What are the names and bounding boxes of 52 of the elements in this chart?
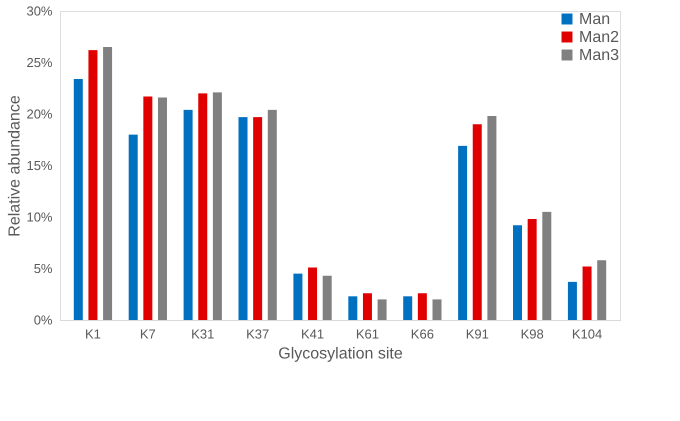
x-tick-label: K61 [356, 326, 380, 342]
x-axis-title: Glycosylation site [278, 346, 403, 362]
bar [458, 146, 468, 320]
x-tick-label: K98 [520, 326, 544, 342]
bar [198, 93, 208, 320]
bar [418, 293, 427, 320]
bar [128, 134, 138, 320]
legend-label: Man [579, 11, 610, 28]
bar [378, 299, 387, 320]
bar [582, 266, 592, 320]
bar [253, 117, 262, 320]
bar [74, 78, 83, 320]
legend-label: Man2 [579, 29, 620, 46]
bar [403, 296, 412, 320]
legend-label: Man3 [579, 47, 620, 64]
bar [184, 110, 193, 320]
bar [362, 293, 372, 320]
bar [158, 98, 167, 320]
y-tick-label: 15% [26, 158, 53, 173]
bar [432, 299, 442, 320]
x-tick-label: K7 [140, 326, 156, 342]
x-tick-label: K41 [300, 326, 324, 342]
bar [542, 212, 552, 320]
y-tick-label: 20% [26, 106, 53, 122]
bar [143, 96, 152, 320]
bar [212, 92, 222, 320]
bar [88, 50, 98, 320]
y-tick-label: 10% [26, 210, 53, 224]
bar [268, 110, 277, 320]
bar [487, 116, 496, 320]
x-tick-label: K31 [191, 326, 214, 342]
y-tick-label: 0% [34, 312, 53, 328]
bar [513, 225, 522, 320]
bar [308, 267, 318, 320]
x-tick-label: K66 [410, 326, 434, 342]
bar [322, 276, 332, 320]
bar [528, 219, 537, 320]
y-tick-label: 25% [26, 55, 53, 70]
x-tick-label: K91 [466, 326, 489, 342]
bar [103, 47, 112, 320]
bar [348, 296, 358, 320]
x-tick-label: K104 [572, 326, 602, 342]
bar [597, 260, 606, 320]
bar [568, 282, 577, 320]
x-tick-label: K37 [246, 326, 270, 342]
bar [293, 274, 302, 320]
bar [472, 124, 482, 320]
y-tick-label: 5% [34, 261, 53, 276]
bar [238, 117, 248, 320]
x-tick-label: K1 [84, 326, 101, 342]
y-tick-label: 30% [26, 4, 53, 18]
y-axis-title: Relative abundance [6, 95, 24, 237]
